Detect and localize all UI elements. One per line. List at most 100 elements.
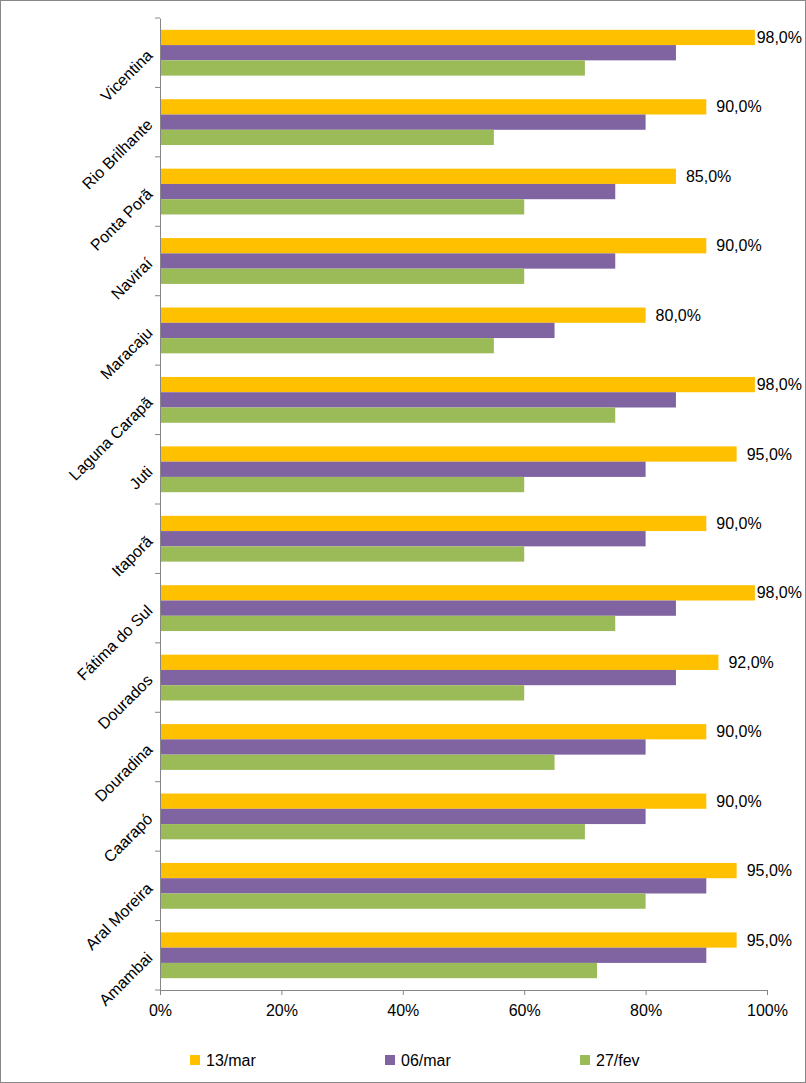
divider-tick: [155, 573, 160, 574]
tick: Vicentina: [97, 46, 160, 104]
tick: Caarapó: [100, 810, 160, 865]
legend-label: 27/fev: [596, 1052, 640, 1069]
category-label: Dourados: [95, 671, 156, 732]
tick: Maracaju: [97, 324, 160, 383]
series: [160, 60, 646, 978]
tick: Juti: [126, 463, 160, 493]
tick-label: 40%: [387, 1002, 419, 1019]
bar: [160, 531, 646, 546]
divider-tick: [155, 504, 160, 505]
category-label: Caarapó: [100, 810, 155, 865]
data-label: 92,0%: [728, 654, 773, 671]
data-label: 98,0%: [757, 584, 802, 601]
bar: [160, 863, 737, 878]
bar: [160, 446, 737, 461]
tick: Aral Moreira: [82, 880, 160, 954]
tick-label: 80%: [630, 1002, 662, 1019]
bar: [160, 655, 718, 670]
category-label: Rio Brilhante: [79, 116, 156, 193]
bar: [160, 269, 524, 284]
divider-tick: [155, 87, 160, 88]
data-label: 98,0%: [757, 29, 802, 46]
divider-tick: [155, 295, 160, 296]
legend-label: 06/mar: [401, 1052, 451, 1069]
tick-mark: [646, 990, 647, 995]
bar: [160, 794, 706, 809]
bar: [160, 670, 676, 685]
bar: [160, 932, 737, 947]
plot: 0% 20% 40% 60% 80% 100% Vicentina Rio Brilhante…: [66, 18, 802, 1019]
divider-tick: [155, 990, 160, 991]
bar: [160, 724, 706, 739]
tick: Naviraí: [108, 254, 160, 302]
tick-mark: [524, 990, 525, 995]
tick: Ponta Porã: [87, 185, 160, 254]
legend-label: 13/mar: [206, 1052, 256, 1069]
data-label: 80,0%: [656, 307, 701, 324]
category-dividers: [155, 18, 160, 990]
bar: [160, 184, 615, 199]
bar: [160, 809, 646, 824]
data-label: 95,0%: [747, 932, 792, 949]
bar: [160, 253, 615, 268]
category-label: Naviraí: [108, 254, 156, 302]
legend-swatch: [385, 1055, 395, 1065]
bar: [160, 963, 597, 978]
bar: [160, 893, 646, 908]
bar: [160, 238, 706, 253]
legend-item: 06/mar: [385, 1052, 451, 1069]
data-label: 90,0%: [716, 723, 761, 740]
legend-swatch: [580, 1055, 590, 1065]
bars: [160, 30, 755, 978]
x-axis: 0% 20% 40% 60% 80% 100%: [149, 990, 788, 1019]
bar: [160, 462, 646, 477]
tick-label: 20%: [266, 1002, 298, 1019]
tick: Fátima do Sul: [74, 602, 160, 684]
bar: [160, 601, 676, 616]
data-labels: 98,0%90,0%85,0%90,0%80,0%98,0%95,0%90,0%…: [656, 29, 802, 949]
tick-label: 60%: [509, 1002, 541, 1019]
tick-mark: [160, 990, 161, 995]
tick: Dourados: [95, 671, 160, 732]
bar: [160, 685, 524, 700]
tick-label: 100%: [747, 1002, 788, 1019]
bar: [160, 130, 494, 145]
bar: [160, 516, 706, 531]
tick-label: 0%: [149, 1002, 172, 1019]
bar: [160, 308, 646, 323]
y-axis: Vicentina Rio BrilhantePonta PorãNaviraí M…: [66, 19, 161, 1009]
axis-line: [160, 19, 161, 991]
tick-mark: [281, 990, 282, 995]
data-label: 90,0%: [716, 515, 761, 532]
category-label: Amambai: [96, 949, 156, 1009]
series: [160, 30, 755, 948]
series: [160, 45, 706, 963]
bar: [160, 60, 585, 75]
divider-tick: [155, 156, 160, 157]
bar: [160, 546, 524, 561]
data-label: 95,0%: [747, 446, 792, 463]
bar: [160, 323, 555, 338]
bar: [160, 377, 755, 392]
tick: 100%: [747, 990, 788, 1019]
legend: 13/mar 06/mar 27/fev: [190, 1052, 640, 1069]
data-label: 98,0%: [757, 376, 802, 393]
chart: 0% 20% 40% 60% 80% 100% Vicentina Rio Brilhante…: [0, 0, 806, 1083]
bar: [160, 824, 585, 839]
divider-tick: [155, 365, 160, 366]
bar: [160, 99, 706, 114]
tick: 80%: [630, 990, 662, 1019]
bar: [160, 199, 524, 214]
category-label: Maracaju: [97, 324, 156, 383]
bar: [160, 616, 615, 631]
legend-swatch: [190, 1055, 200, 1065]
bar: [160, 169, 676, 184]
tick: Douradina: [92, 741, 160, 805]
bar: [160, 30, 755, 45]
divider-tick: [155, 18, 160, 19]
category-label: Juti: [126, 463, 156, 493]
divider-tick: [155, 642, 160, 643]
bar: [160, 477, 524, 492]
tick: Rio Brilhante: [79, 116, 160, 193]
tick-mark: [767, 990, 768, 995]
